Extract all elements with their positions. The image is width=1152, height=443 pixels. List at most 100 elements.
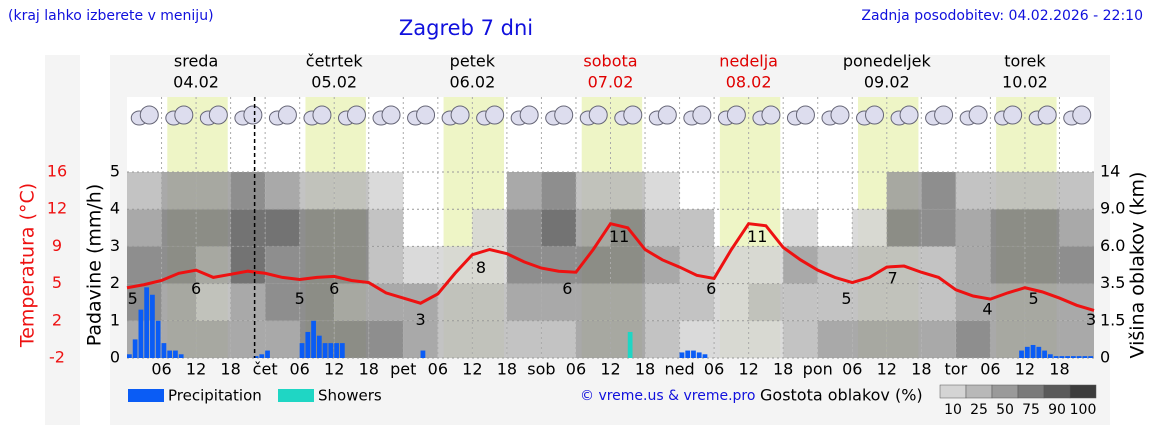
cloud-cell <box>852 320 887 358</box>
precip-bar <box>1042 350 1047 358</box>
cloud-cell <box>196 283 231 321</box>
temperature-label: 6 <box>562 279 572 298</box>
cloud-cell <box>403 246 438 284</box>
cloud-cell <box>886 283 922 321</box>
x-tick-label: 06 <box>842 360 862 379</box>
day-date: 04.02 <box>173 73 219 92</box>
cloud-cell <box>714 246 749 284</box>
icon-cloud <box>450 105 470 125</box>
weather-icon <box>683 105 712 126</box>
cloud-cell <box>196 209 231 247</box>
precip-bar <box>132 339 138 358</box>
cloud-cell <box>437 246 473 284</box>
cloud-legend-swatch <box>991 384 1019 399</box>
cloud-cell <box>921 283 956 321</box>
weather-icon <box>372 105 401 126</box>
icon-cloud <box>657 105 677 125</box>
temperature-label: 3 <box>415 310 425 329</box>
weather-icon <box>476 105 505 126</box>
x-tick-label: 18 <box>911 360 931 379</box>
cloud-cell <box>748 283 784 321</box>
cloud-cell <box>334 209 369 247</box>
cloud-cell <box>368 246 404 284</box>
icon-cloud <box>934 105 954 125</box>
cloud-cell <box>299 283 335 321</box>
cloud-cell <box>161 209 197 247</box>
icon-cloud <box>519 105 539 125</box>
updated: Zadnja posodobitev: 04.02.2026 - 22:10 <box>861 8 1143 24</box>
cloud-cell <box>645 320 680 358</box>
precip-bar <box>1059 356 1065 358</box>
left-panel <box>45 55 80 425</box>
weather-icon <box>614 105 643 126</box>
day-name: sreda <box>174 52 218 71</box>
precip-bar <box>316 335 322 358</box>
x-tick-label: 18 <box>359 360 379 379</box>
precip-bar <box>420 350 426 358</box>
x-tick-label: 06 <box>289 360 309 379</box>
cloud-cell <box>575 172 611 210</box>
chart-title: Zagreb 7 dni <box>399 16 533 40</box>
cloud-cell <box>852 209 887 247</box>
x-tick-label: 12 <box>1015 360 1035 379</box>
cloud-cell <box>506 209 542 247</box>
icon-cloud <box>554 105 574 125</box>
cloud-cell <box>1024 172 1060 210</box>
cloud-cell <box>368 283 404 321</box>
day-name: četrtek <box>306 52 364 71</box>
cloud-cell <box>645 283 680 321</box>
temperature-label: 11 <box>609 227 629 246</box>
cloud-cell <box>541 246 576 284</box>
credit: © vreme.us & vreme.pro <box>580 388 755 404</box>
weather-icon <box>303 105 332 126</box>
precip-bar <box>702 354 708 358</box>
icon-cloud <box>692 105 712 125</box>
cloud-cell <box>921 172 956 210</box>
temperature-label: 5 <box>841 289 851 308</box>
precip-bar <box>1065 356 1070 358</box>
cloud-cell <box>610 172 646 210</box>
cloud-cell <box>265 320 300 358</box>
weather-icon <box>510 105 539 126</box>
temperature-label: 5 <box>295 289 305 308</box>
cloud-cell <box>610 246 646 284</box>
icon-cloud <box>1037 105 1057 125</box>
precip-bar <box>265 350 270 358</box>
cloud-cell <box>1059 246 1094 284</box>
cloud-legend-swatch <box>1043 384 1071 399</box>
y-tick-label: 0 <box>110 348 120 367</box>
cloud-cell <box>127 246 162 284</box>
temperature-label: 6 <box>191 279 201 298</box>
day-date: 07.02 <box>588 73 634 92</box>
cloud-legend-label: 50 <box>996 402 1014 418</box>
cloud-cell <box>506 172 542 210</box>
cloud-cell <box>265 172 300 210</box>
icon-cloud <box>1072 105 1092 125</box>
x-tick-label: čet <box>253 360 278 379</box>
weather-icon <box>821 105 850 126</box>
weather-icon <box>130 105 159 126</box>
precip-bar <box>696 352 702 358</box>
cloud-cell <box>886 209 922 247</box>
cloud-cell <box>368 209 404 247</box>
icon-cloud <box>243 105 263 125</box>
x-tick-label: 12 <box>462 360 482 379</box>
cloud-cell <box>230 320 266 358</box>
icon-cloud <box>795 105 815 125</box>
y2-tick-label: 3.5 <box>1100 273 1125 292</box>
x-tick-label: 12 <box>877 360 897 379</box>
icon-cloud <box>761 105 781 125</box>
cloud-cell <box>368 320 404 358</box>
cloud-cell <box>955 320 991 358</box>
cloud-cell <box>714 283 749 321</box>
weather-icon <box>925 105 954 126</box>
cloud-cell <box>196 172 231 210</box>
day-date: 05.02 <box>311 73 357 92</box>
precip-bar <box>1019 350 1024 358</box>
x-tick-label: tor <box>945 360 968 379</box>
temperature-label: 3 <box>1086 310 1096 329</box>
precip-bar <box>685 350 691 358</box>
x-tick-label: 18 <box>497 360 517 379</box>
legend-label: Showers <box>318 387 382 405</box>
legend-label: Precipitation <box>168 387 262 405</box>
